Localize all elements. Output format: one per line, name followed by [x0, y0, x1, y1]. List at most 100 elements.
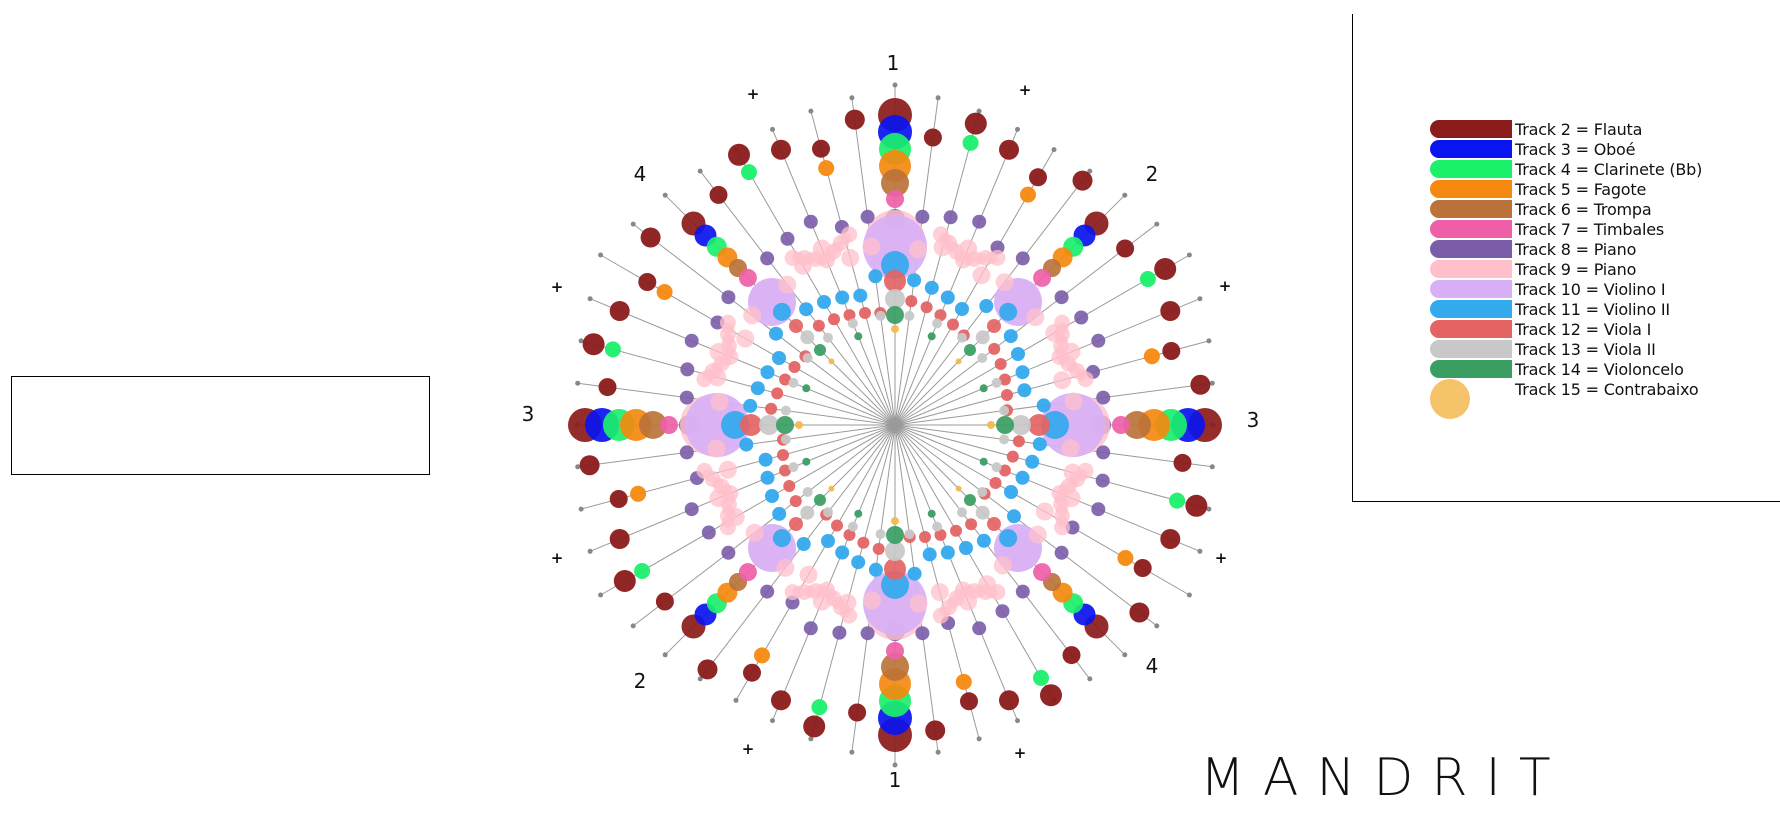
note-dot [741, 164, 757, 181]
note-dot [1077, 371, 1094, 388]
note-dot [1015, 584, 1030, 599]
note-dot [988, 342, 1001, 355]
note-dot [962, 134, 979, 151]
legend-item: Track 9 = Piano [1430, 259, 1702, 279]
spoke-end-dot [1122, 192, 1128, 198]
note-dot [964, 344, 976, 356]
note-dot [803, 715, 826, 738]
note-dot [779, 464, 792, 477]
note-dot [802, 487, 813, 497]
note-dot [697, 659, 718, 680]
note-dot [639, 411, 667, 439]
spoke-end-dot [892, 762, 898, 768]
note-dot [821, 534, 835, 548]
spoke-end-dot [808, 736, 814, 742]
note-dot [1015, 251, 1030, 266]
note-dot [684, 502, 699, 517]
note-dot [1004, 485, 1018, 499]
spoke-line [894, 298, 1201, 426]
note-dot [904, 529, 915, 540]
note-dot [964, 494, 976, 506]
note-dot [1054, 290, 1069, 305]
note-dot [1162, 342, 1181, 360]
note-dot [847, 521, 858, 532]
note-dot [891, 325, 899, 333]
legend-swatch [1430, 119, 1512, 139]
note-dot [1116, 239, 1135, 258]
note-dot [863, 571, 927, 635]
empty-text-box [11, 376, 430, 475]
plus-marker: + [742, 740, 755, 758]
note-dot [859, 307, 871, 319]
note-dot [814, 494, 826, 506]
note-dot [740, 414, 762, 436]
note-dot [875, 310, 886, 321]
note-dot [789, 495, 802, 508]
note-dot [843, 309, 856, 322]
note-dot [758, 452, 773, 467]
legend-label: Track 8 = Piano [1515, 239, 1637, 259]
note-dot [582, 333, 605, 356]
note-dot [857, 536, 870, 549]
label-upper-right-2: 2 [1146, 162, 1159, 186]
legend-swatch [1430, 319, 1512, 339]
note-dot [750, 381, 765, 396]
note-dot [680, 362, 695, 377]
note-dot [957, 332, 967, 343]
note-dot [905, 295, 918, 308]
note-dot [915, 626, 930, 641]
note-dot [769, 326, 783, 341]
note-dot [886, 190, 904, 208]
note-dot [710, 392, 729, 411]
spoke-line [772, 129, 896, 426]
note-dot [853, 288, 868, 303]
note-dot [823, 507, 833, 518]
note-dot [679, 445, 694, 460]
legend-label: Track 7 = Timbales [1515, 219, 1665, 239]
note-dot [788, 462, 799, 473]
note-dot [1053, 371, 1072, 390]
note-dot [828, 358, 835, 365]
note-dot [891, 517, 899, 525]
note-dot [776, 558, 795, 577]
note-dot [991, 377, 1002, 388]
note-dot [868, 562, 883, 577]
legend: Track 2 = Flauta Track 3 = Oboé Track 4 … [1430, 119, 1702, 419]
note-dot [972, 214, 987, 229]
note-dot [776, 416, 794, 434]
plus-marker: + [551, 549, 564, 567]
spoke-end-dot [849, 95, 855, 101]
note-dot [955, 485, 962, 492]
note-dot [1033, 669, 1049, 686]
note-dot [965, 518, 978, 531]
legend-label: Track 9 = Piano [1515, 259, 1637, 279]
note-dot [803, 214, 818, 229]
note-dot [927, 509, 936, 518]
spoke-end-dot [578, 506, 584, 512]
note-dot [1160, 301, 1181, 321]
note-dot [609, 301, 630, 321]
note-dot [780, 405, 791, 416]
legend-swatch [1430, 259, 1512, 279]
note-dot [979, 457, 988, 466]
note-dot [719, 314, 736, 331]
note-dot [872, 542, 885, 555]
note-dot [1001, 389, 1013, 401]
note-dot [721, 545, 736, 560]
legend-label: Track 11 = Violino II [1515, 299, 1670, 319]
note-dot [999, 405, 1010, 416]
legend-swatch [1430, 159, 1512, 179]
note-dot [996, 416, 1014, 434]
note-dot [811, 699, 828, 716]
note-dot [1154, 258, 1177, 280]
legend-item: Track 8 = Piano [1430, 239, 1702, 259]
spoke-end-dot [598, 252, 604, 258]
note-dot [696, 462, 713, 479]
note-dot [812, 139, 830, 158]
spoke-line [894, 424, 1201, 552]
note-dot [863, 215, 927, 279]
note-dot [915, 209, 930, 224]
note-dot [1096, 390, 1111, 405]
note-dot [875, 529, 886, 540]
note-dot [909, 240, 928, 259]
